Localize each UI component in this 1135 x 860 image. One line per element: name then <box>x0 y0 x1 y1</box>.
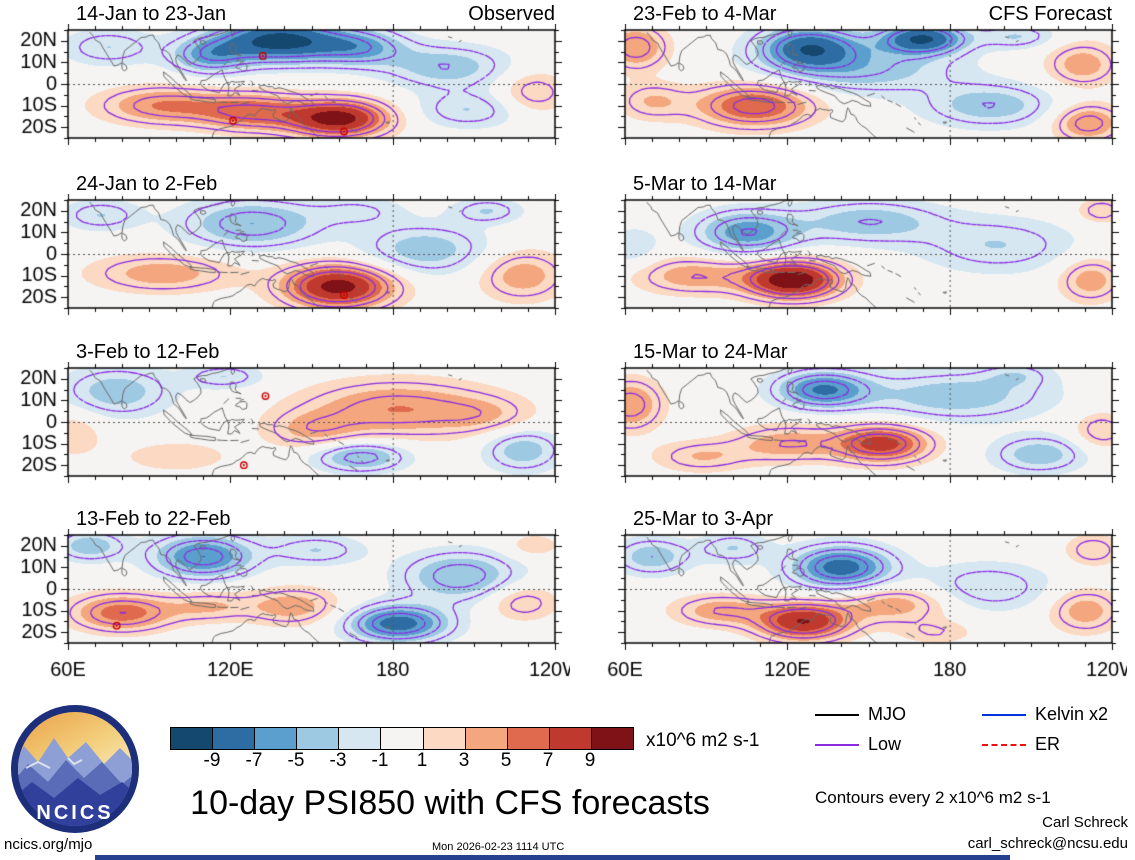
colorbar-tick-label: -7 <box>245 750 263 771</box>
site-url: ncics.org/mjo <box>4 836 93 853</box>
legend-label-mjo: MJO <box>868 704 906 724</box>
colorbar-tick-label: 7 <box>542 750 554 771</box>
map-panel-canvas <box>557 362 1127 516</box>
colorbar-units: x10^6 m2 s-1 <box>646 730 760 751</box>
page-strip <box>95 855 1010 860</box>
panel-title: 5-Mar to 14-Mar <box>633 173 777 195</box>
colorbar-segment <box>507 728 550 749</box>
colorbar-segment <box>549 728 592 749</box>
low-line-swatch <box>815 743 859 746</box>
colorbar-segment <box>423 728 466 749</box>
map-panel-canvas <box>557 194 1127 348</box>
kelvin-line-swatch <box>982 713 1026 716</box>
map-panel-canvas <box>557 529 1127 683</box>
ncics-logo: NCICS <box>11 705 139 833</box>
colorbar-labels: -9 -7 -5 -3 -1 1 3 5 7 9 <box>170 750 632 772</box>
er-line-swatch <box>982 743 1026 746</box>
colorbar-tick-label: 5 <box>500 750 512 771</box>
column-header-observed: Observed <box>468 3 555 25</box>
map-panel-canvas <box>0 194 570 348</box>
colorbar-tick-label: 1 <box>416 750 428 771</box>
panel-title: 24-Jan to 2-Feb <box>76 173 218 195</box>
mjo-line-swatch <box>815 713 859 716</box>
legend-item-mjo: MJO <box>815 704 982 725</box>
colorbar-segment <box>213 728 256 749</box>
colorbar-tick-label: 3 <box>458 750 470 771</box>
legend-label-er: ER <box>1035 734 1061 754</box>
colorbar-segment <box>591 728 634 749</box>
colorbar-segment <box>255 728 298 749</box>
colorbar-segment <box>171 728 214 749</box>
generation-timestamp: Mon 2026-02-23 1114 UTC <box>432 841 565 853</box>
colorbar-tick-label: -5 <box>287 750 305 771</box>
legend-label-kelvin: Kelvin x2 <box>1035 704 1109 724</box>
credit-name: Carl Schreck <box>1042 814 1128 831</box>
credit-email: carl_schreck@ncsu.edu <box>967 835 1128 852</box>
map-panel-canvas <box>557 24 1127 178</box>
contour-interval-note: Contours every 2 x10^6 m2 s-1 <box>815 788 1051 807</box>
logo-text: NCICS <box>36 802 113 824</box>
colorbar <box>170 727 634 750</box>
panel-title: 14-Jan to 23-Jan <box>76 3 227 25</box>
legend-label-low: Low <box>868 734 902 754</box>
map-panel-canvas <box>0 24 570 178</box>
colorbar-tick-label: -9 <box>203 750 221 771</box>
colorbar-segment <box>381 728 424 749</box>
legend-item-kelvin: Kelvin x2 <box>982 704 1135 725</box>
colorbar-tick-label: -3 <box>329 750 347 771</box>
colorbar-tick-label: -1 <box>371 750 389 771</box>
legend: MJO Kelvin x2 Low ER <box>815 704 1135 755</box>
legend-item-low: Low <box>815 734 982 755</box>
colorbar-tick-label: 9 <box>584 750 596 771</box>
legend-item-er: ER <box>982 734 1135 755</box>
map-panel-canvas <box>0 529 570 683</box>
map-panel-canvas <box>0 362 570 516</box>
colorbar-segment <box>465 728 508 749</box>
panel-title: 23-Feb to 4-Mar <box>633 3 777 25</box>
logo-snow <box>25 757 83 769</box>
column-header-forecast: CFS Forecast <box>988 3 1112 25</box>
colorbar-segment <box>339 728 382 749</box>
colorbar-segment <box>297 728 340 749</box>
figure-title: 10-day PSI850 with CFS forecasts <box>190 784 710 822</box>
